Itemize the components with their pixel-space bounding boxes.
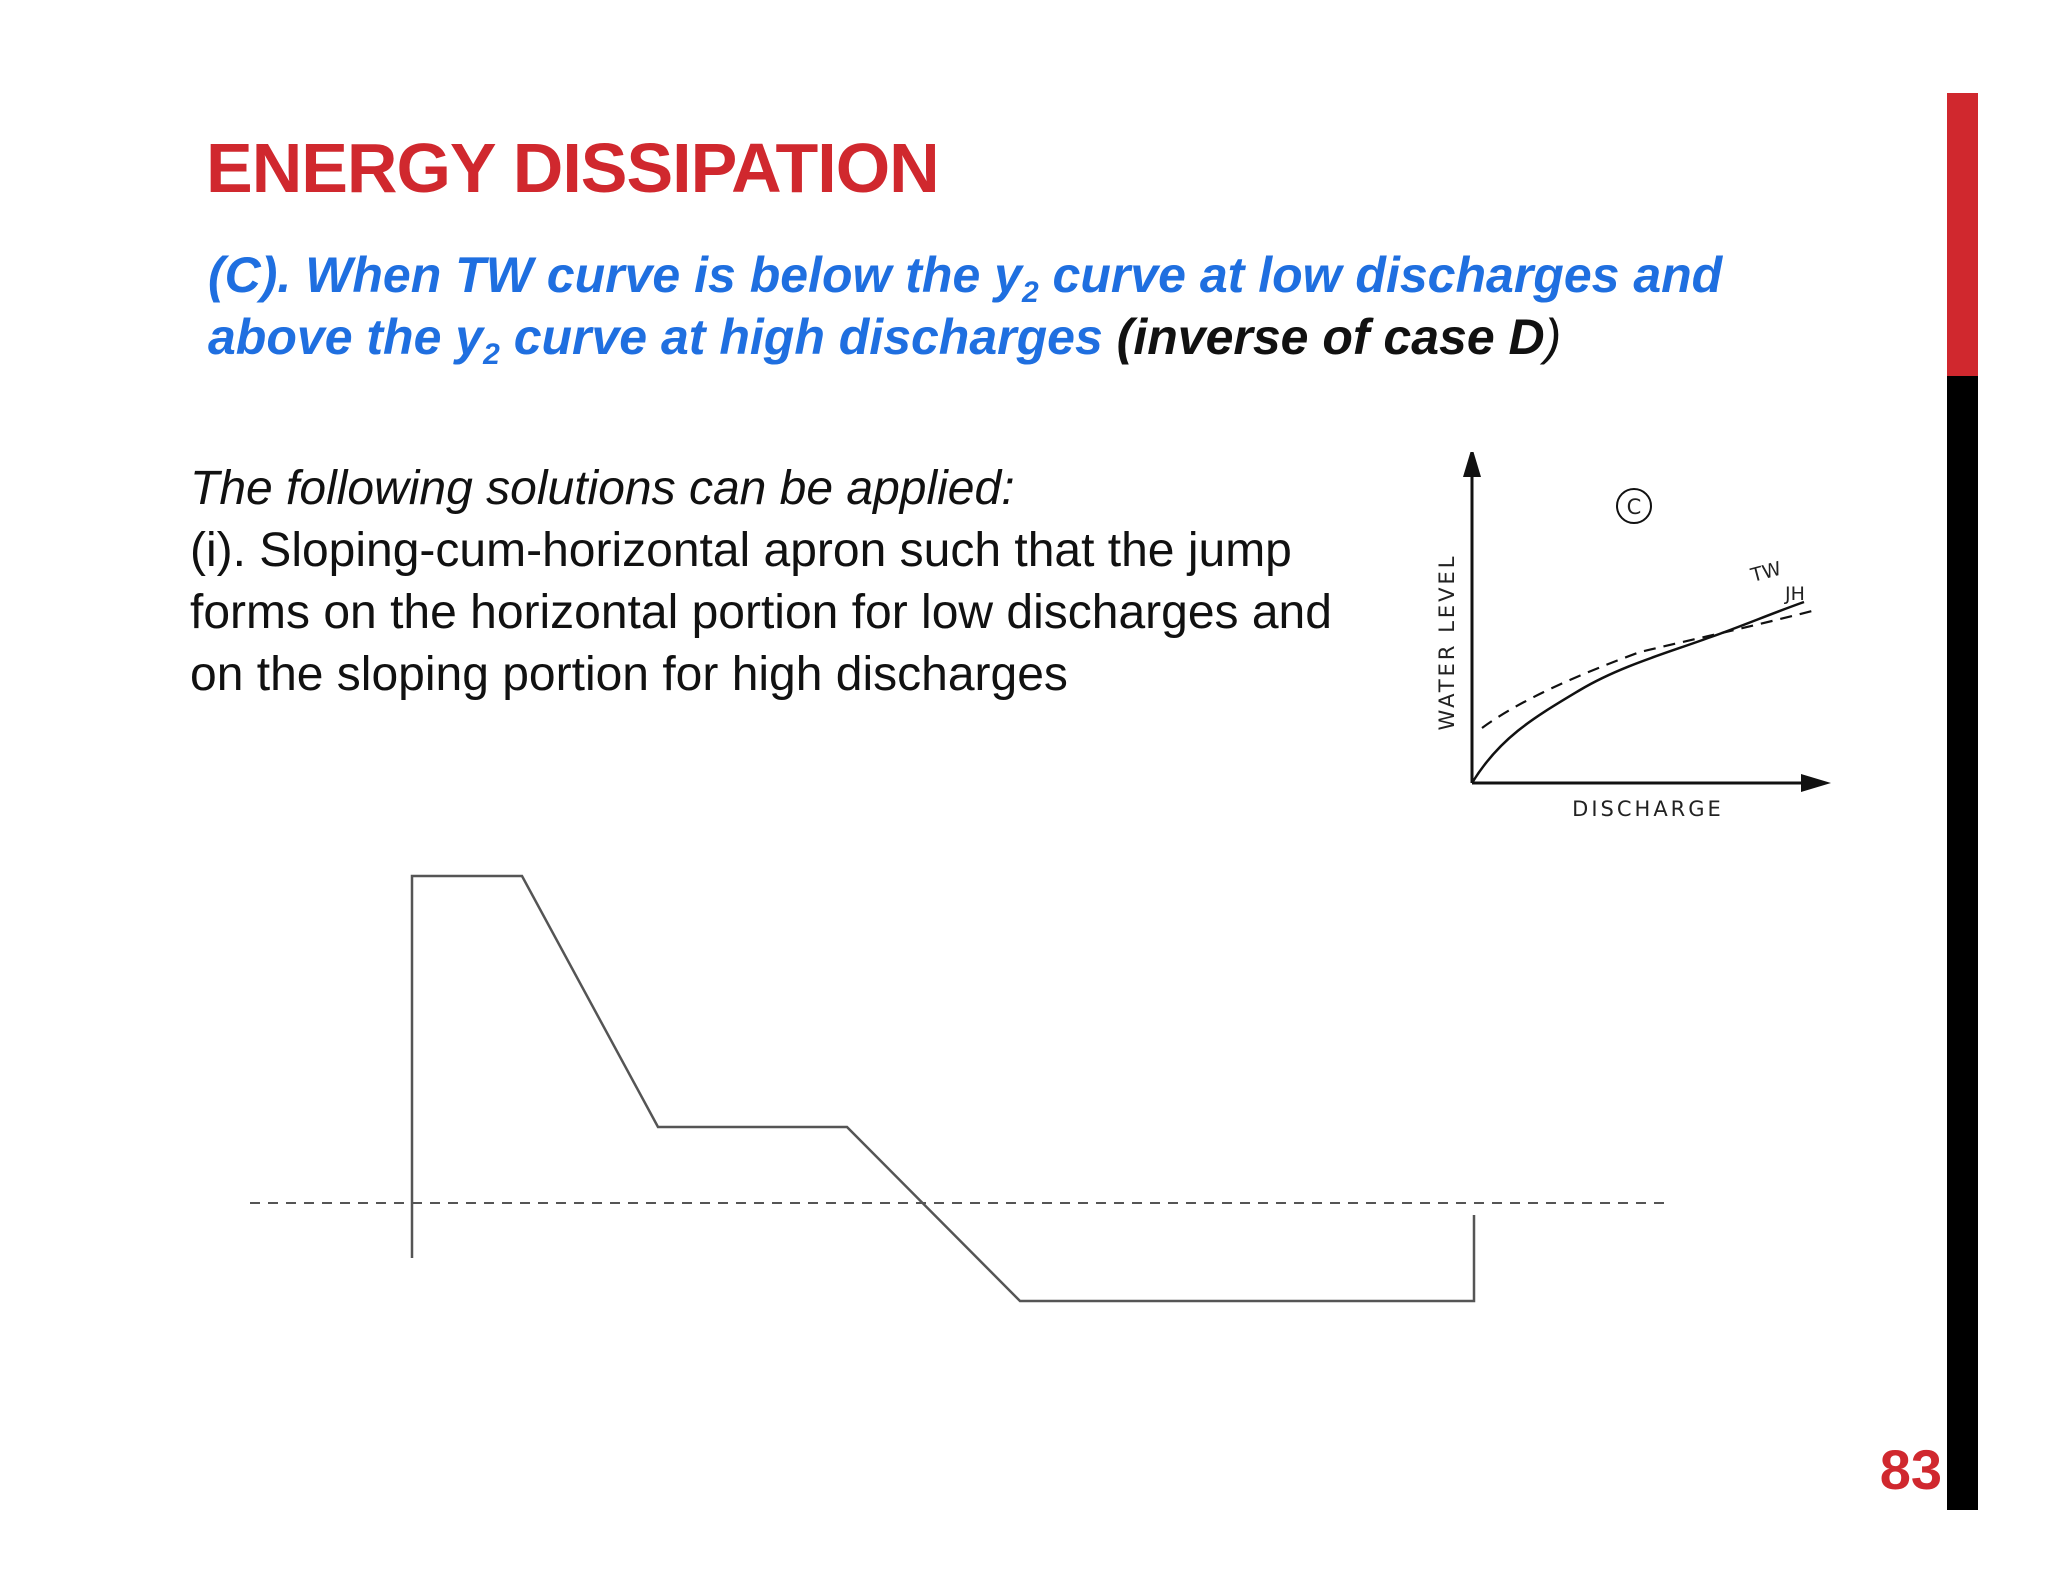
y-axis-label: WATER LEVEL xyxy=(1435,553,1459,730)
body-intro: The following solutions can be applied: xyxy=(190,462,1015,515)
case-label: C xyxy=(1627,495,1642,519)
case-circle xyxy=(1616,488,1652,524)
subtitle-part-2: curve at low discharges and above the y xyxy=(208,247,1723,365)
body-text: The following solutions can be applied: … xyxy=(190,458,1370,706)
subtitle-note: (inverse of case D xyxy=(1102,309,1545,365)
subtitle-subscript-2: 2 xyxy=(483,338,500,371)
slide-subtitle: (C). When TW curve is below the y2 curve… xyxy=(208,244,1848,371)
subtitle-note-close: ) xyxy=(1544,309,1562,365)
subtitle-part-3: curve at high discharges xyxy=(499,309,1103,365)
subtitle-part-1: (C). When TW curve is below the y xyxy=(208,247,1022,303)
x-axis-label: DISCHARGE xyxy=(1572,797,1724,821)
jh-curve xyxy=(1481,608,1817,729)
tw-jh-graph: C TW JH WATER LEVEL DISCHARGE xyxy=(1435,452,1831,821)
page-number: 83 xyxy=(1879,1438,1942,1501)
sidebar-accent-black xyxy=(1947,376,1978,1510)
tw-curve xyxy=(1470,600,1805,784)
slide-title: ENERGY DISSIPATION xyxy=(206,129,940,207)
jh-label: JH xyxy=(1784,583,1805,605)
apron-outline xyxy=(410,874,1476,1303)
body-point: (i). Sloping-cum-horizontal apron such t… xyxy=(190,524,1332,701)
sidebar-accent-red xyxy=(1947,93,1978,376)
subtitle-subscript-1: 2 xyxy=(1021,276,1039,309)
